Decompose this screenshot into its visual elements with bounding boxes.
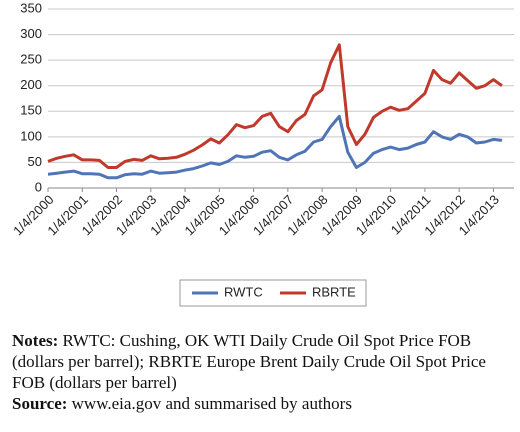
notes-label: Notes:	[12, 331, 59, 350]
legend-box	[179, 279, 367, 307]
y-tick-label: 150	[20, 103, 42, 118]
notes: Notes: RWTC: Cushing, OK WTI Daily Crude…	[12, 330, 512, 414]
source-label: Source:	[12, 394, 68, 413]
legend-label: RWTC	[224, 284, 263, 299]
y-tick-label: 300	[20, 26, 42, 41]
y-tick-label: 200	[20, 77, 42, 92]
chart: 0501001502002503003501/4/20001/4/20011/4…	[10, 0, 514, 307]
y-tick-label: 100	[20, 128, 42, 143]
series-line	[47, 114, 503, 180]
legend-label: RBRTE	[312, 284, 356, 299]
notes-text: RWTC: Cushing, OK WTI Daily Crude Oil Sp…	[12, 331, 486, 392]
source-text: www.eia.gov and summarised by authors	[71, 394, 352, 413]
series-line	[47, 43, 503, 169]
y-tick-label: 50	[28, 154, 42, 169]
y-tick-label: 350	[20, 0, 42, 15]
y-tick-label: 250	[20, 52, 42, 67]
y-tick-label: 0	[35, 179, 42, 194]
